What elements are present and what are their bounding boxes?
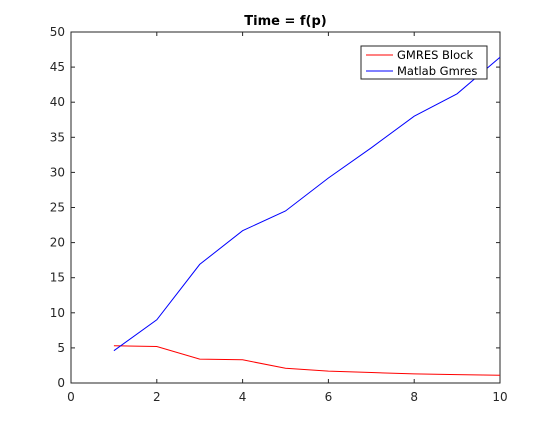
x-tick-label: 6 [325,390,333,404]
y-tick-label: 45 [50,60,65,74]
x-tick-label: 8 [410,390,418,404]
y-tick-label: 0 [57,376,65,390]
y-tick-label: 30 [50,165,65,179]
y-tick-label: 25 [50,201,65,215]
plot-area [71,32,500,383]
axes [71,32,500,383]
y-tick-label: 35 [50,130,65,144]
y-tick-label: 5 [57,341,65,355]
y-tick-label: 15 [50,271,65,285]
legend-label-matlab-gmres: Matlab Gmres [397,64,477,78]
x-tick-label: 10 [492,390,507,404]
chart-title: Time = f(p) [244,14,326,29]
legend: GMRES Block Matlab Gmres [361,46,487,79]
x-tick-label: 2 [153,390,161,404]
x-tick-label: 4 [239,390,247,404]
y-tick-label: 20 [50,236,65,250]
y-tick-label: 10 [50,306,65,320]
x-tick-label: 0 [67,390,75,404]
y-tick-label: 40 [50,95,65,109]
y-tick-label: 50 [50,25,65,39]
legend-label-gmres-block: GMRES Block [397,48,473,62]
